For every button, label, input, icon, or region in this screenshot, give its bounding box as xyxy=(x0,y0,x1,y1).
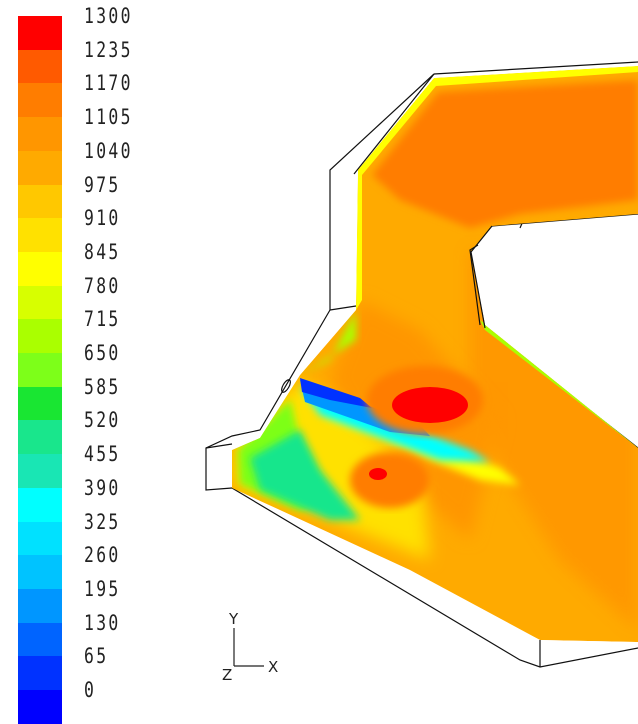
colorbar-tick-label: 65 xyxy=(84,644,109,669)
colorbar-tick-label: 845 xyxy=(84,239,121,264)
colorbar-tick-label: 260 xyxy=(84,543,121,568)
colorbar-swatch xyxy=(18,656,62,691)
colorbar-swatch xyxy=(18,49,62,84)
colorbar-tick-label: 520 xyxy=(84,408,121,433)
z-axis-label: Z xyxy=(222,666,232,684)
colorbar-swatch xyxy=(18,588,62,623)
colorbar-swatch xyxy=(18,83,62,118)
colorbar-swatch xyxy=(18,184,62,219)
colorbar-swatch xyxy=(18,150,62,185)
contour-plot: Y X Z xyxy=(205,61,638,684)
colorbar-legend: 1300 1235 1170 1105 1040 975 910 845 780 715 650 58… xyxy=(0,0,160,724)
colorbar-tick-label: 1105 xyxy=(84,105,133,130)
colorbar-tick-label: 0 xyxy=(84,678,97,702)
colorbar-swatch xyxy=(18,420,62,455)
contour-field xyxy=(232,66,638,642)
colorbar-tick-label: 130 xyxy=(84,610,121,635)
colorbar-tick-label: 325 xyxy=(84,509,121,534)
x-axis-label: X xyxy=(268,658,278,676)
colorbar-swatch xyxy=(18,353,62,387)
colorbar-tick-label: 650 xyxy=(84,341,121,365)
colorbar-swatch xyxy=(18,251,62,286)
colorbar-swatch xyxy=(18,319,62,354)
colorbar-swatch xyxy=(18,386,62,421)
colorbar-swatch xyxy=(18,117,62,152)
colorbar-swatch xyxy=(18,622,62,657)
colorbar-tick-label: 1235 xyxy=(84,37,133,62)
geometry-inner-edges xyxy=(469,225,493,329)
colorbar-tick-label: 715 xyxy=(84,307,121,332)
colorbar-swatch xyxy=(18,487,62,522)
colorbar-tick-label: 780 xyxy=(84,273,121,298)
colorbar-tick-label: 1040 xyxy=(84,138,133,163)
axis-triad xyxy=(233,628,264,667)
colorbar-tick-label: 910 xyxy=(84,206,121,231)
colorbar-tick-label: 585 xyxy=(84,374,121,399)
colorbar-swatch xyxy=(18,285,62,320)
colorbar-tick-label: 975 xyxy=(84,172,121,197)
colorbar-swatch xyxy=(18,16,62,50)
colorbar-tick-label: 1170 xyxy=(84,71,133,96)
colorbar-swatch xyxy=(18,521,62,556)
y-axis-label: Y xyxy=(228,610,239,628)
colorbar-tick-label: 1300 xyxy=(84,4,133,28)
colorbar-tick-label: 455 xyxy=(84,442,121,467)
colorbar-swatch xyxy=(18,454,62,489)
colorbar-tick-label: 390 xyxy=(84,475,121,500)
colorbar-swatch xyxy=(18,218,62,253)
colorbar-swatch xyxy=(18,555,62,590)
colorbar-tick-label: 195 xyxy=(84,576,121,601)
